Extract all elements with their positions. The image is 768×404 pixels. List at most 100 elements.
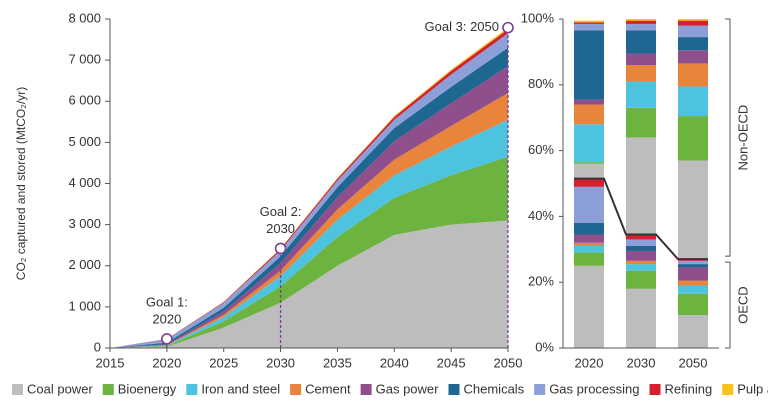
legend-swatch <box>722 384 734 395</box>
area <box>110 156 508 348</box>
bar-segment <box>678 285 708 294</box>
area <box>110 66 508 348</box>
bar-segment <box>678 267 708 281</box>
bar-segment <box>626 250 656 261</box>
bar-segment <box>574 246 604 253</box>
bar-segment <box>574 22 604 24</box>
bar-segment <box>626 53 656 66</box>
bar-segment <box>574 186 604 223</box>
bar-segment <box>626 239 656 247</box>
legend-label: Chemicals <box>464 381 525 396</box>
y-tick-label: 100% <box>521 10 555 25</box>
y-tick-label: 0 <box>94 339 101 354</box>
y-axis-label: CO₂ captured and stored (MtCO₂/yr) <box>14 87 28 280</box>
x-tick-label: 2050 <box>679 355 708 370</box>
bar-segment <box>574 242 604 247</box>
bar-segment <box>678 19 708 21</box>
bar-segment <box>626 260 656 265</box>
bar-segment <box>574 30 604 100</box>
goal-marker <box>274 242 287 255</box>
bar-segment <box>626 19 656 21</box>
goal-label: Goal 3: 2050 <box>425 19 499 34</box>
y-tick-label: 3 000 <box>68 216 101 231</box>
bar-segment <box>574 265 604 348</box>
bar-segment <box>574 104 604 125</box>
y-tick-label: 6 000 <box>68 93 101 108</box>
legend-swatch <box>186 384 198 395</box>
x-tick-label: 2035 <box>323 355 352 370</box>
bar-segment <box>574 234 604 243</box>
bar-segment <box>678 293 708 316</box>
bar-segment <box>626 23 656 31</box>
area <box>110 33 508 349</box>
bar-segment <box>626 81 656 108</box>
area <box>110 29 508 348</box>
legend-label: Gas processing <box>549 381 639 396</box>
bar-segment <box>678 264 708 268</box>
bar-segment <box>626 234 656 240</box>
bar-segment <box>574 20 604 23</box>
bar-segment <box>626 246 656 251</box>
y-tick-label: 1 000 <box>68 298 101 313</box>
region-bracket <box>725 261 731 349</box>
y-tick-label: 40% <box>528 208 554 223</box>
bar-segment <box>574 99 604 105</box>
bar-segment <box>678 25 708 38</box>
bar-segment <box>574 163 604 179</box>
area <box>110 93 508 349</box>
y-tick-label: 4 000 <box>68 175 101 190</box>
x-tick-label: 2050 <box>494 355 523 370</box>
region-bracket <box>725 18 731 257</box>
legend-label: Pulp and paper <box>737 381 768 396</box>
bar-segment <box>626 30 656 54</box>
legend-swatch <box>12 384 23 395</box>
goal-marker <box>502 21 514 34</box>
x-tick-label: 2030 <box>627 355 656 370</box>
bar-segment <box>678 86 708 117</box>
bar-segment <box>574 252 604 266</box>
legend-label: Coal power <box>27 381 93 396</box>
bar-segment <box>678 116 708 161</box>
bar-segment <box>678 160 708 260</box>
bar-segment <box>678 315 708 348</box>
bar-segment <box>626 264 656 271</box>
bar-segment <box>678 50 708 64</box>
region-label: OECD <box>735 286 750 324</box>
bar-segment <box>678 20 708 26</box>
legend-swatch <box>649 384 661 395</box>
y-tick-label: 5 000 <box>68 134 101 149</box>
bar-segment <box>626 288 656 348</box>
region-label: Non-OECD <box>735 105 750 171</box>
bar-segment <box>626 270 656 289</box>
y-tick-label: 2 000 <box>68 257 101 272</box>
goal-label: 2030 <box>266 221 295 236</box>
y-tick-label: 20% <box>528 274 554 289</box>
goal-label: Goal 1: <box>146 294 188 309</box>
bar-segment <box>574 162 604 164</box>
legend-swatch <box>534 384 546 395</box>
y-tick-label: 7 000 <box>68 52 101 67</box>
y-tick-label: 80% <box>528 76 554 91</box>
x-tick-label: 2040 <box>380 355 409 370</box>
bar-segment <box>574 124 604 163</box>
bar-segment <box>574 178 604 187</box>
goal-marker <box>161 333 173 345</box>
x-tick-label: 2025 <box>209 355 238 370</box>
bar-segment <box>626 137 656 235</box>
bar-segment <box>626 107 656 138</box>
legend-label: Gas power <box>376 381 440 396</box>
region-divider <box>574 177 708 261</box>
legend-swatch <box>448 384 460 395</box>
y-tick-label: 0% <box>535 339 554 354</box>
goal-label: 2020 <box>152 311 181 326</box>
bar-segment <box>626 20 656 24</box>
bar-segment <box>678 280 708 286</box>
legend-label: Cement <box>305 381 351 396</box>
x-tick-label: 2020 <box>575 355 604 370</box>
x-tick-label: 2020 <box>152 355 181 370</box>
y-tick-label: 8 000 <box>68 10 101 25</box>
legend-swatch <box>102 384 114 395</box>
bar-segment <box>626 65 656 82</box>
y-tick-label: 60% <box>528 142 554 157</box>
